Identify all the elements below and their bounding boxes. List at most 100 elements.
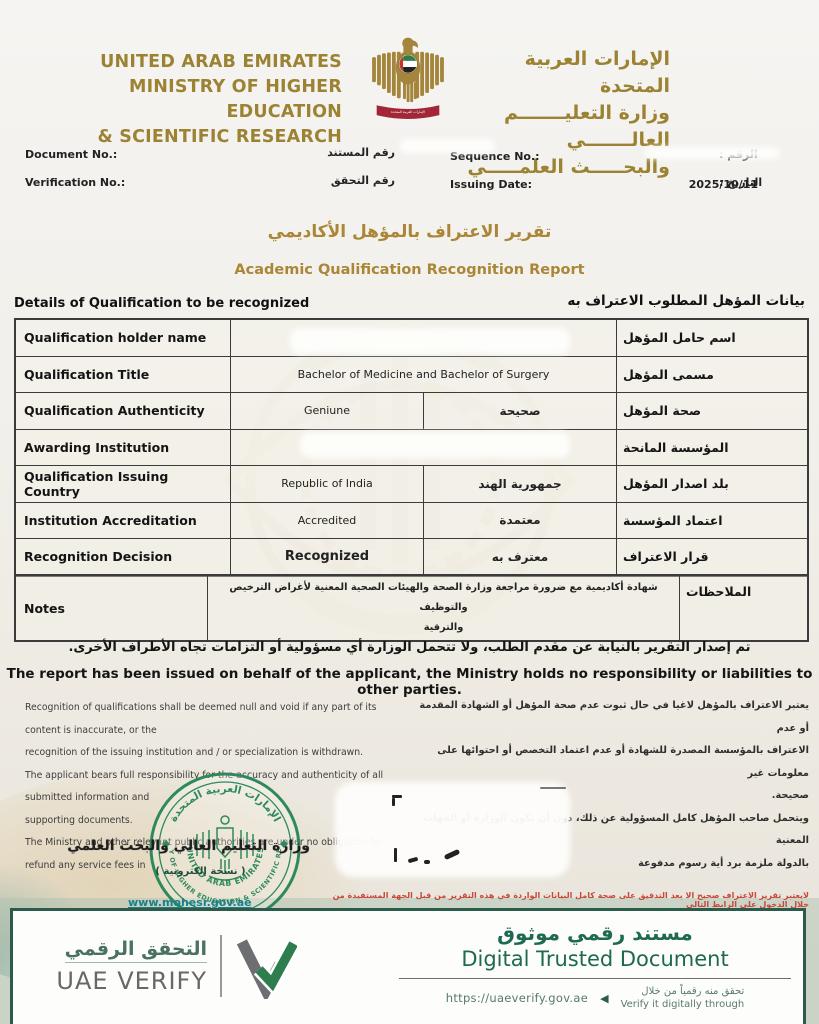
digital-trusted-document: مستند رقمي موثوق Digital Trusted Documen… <box>399 921 791 1011</box>
notes-line2: والترقية <box>423 622 464 633</box>
redaction-smudge <box>645 147 780 159</box>
signature-mark <box>540 787 566 789</box>
row-value: Bachelor of Medicine and Bachelor of Sur… <box>230 356 616 392</box>
qualification-table: Qualification holder name اسم حامل المؤه… <box>14 318 809 577</box>
uae-verify-footer: التحقق الرقمي UAE VERIFY مستند رقمي موثو… <box>10 908 806 1024</box>
footer-separator-line <box>399 978 791 979</box>
notes-line1: شهادة أكاديمية مع ضرورة مراجعة وزارة الص… <box>229 582 658 613</box>
row-value-ar: جمهورية الهند <box>423 466 616 502</box>
disclaimer-arabic: تم إصدار التقرير بالنيابة عن مقدم الطلب،… <box>68 640 751 655</box>
report-title-arabic: تقرير الاعتراف بالمؤهل الأكاديمي <box>267 222 552 242</box>
ministry-ar-line1: الإمارات العربية المتحدة <box>524 48 670 97</box>
verification-note-arabic: لايعتبر تقرير الاعتراف صحيح الا بعد التد… <box>332 891 809 909</box>
table-row: Qualification Authenticity Geniune صحيحة… <box>16 392 807 429</box>
table-row: Awarding Institution المؤسسة المانحة <box>16 428 807 465</box>
notes-label-ar: الملاحظات <box>679 576 807 640</box>
terms-en-line: Recognition of qualifications shall be d… <box>25 702 377 736</box>
row-value-ar: صحيحة <box>423 393 616 429</box>
row-value-en: Recognized <box>230 539 423 575</box>
uae-verify-label-english: UAE VERIFY <box>56 966 207 995</box>
notes-row: Notes شهادة أكاديمية مع ضرورة مراجعة وزا… <box>16 576 807 640</box>
row-value <box>230 320 616 356</box>
signature-mark <box>392 795 402 798</box>
terms-ar-line: الاعتراف بالمؤسسة المصدرة للشهادة أو عدم… <box>437 745 809 779</box>
sequence-no-label-en: Sequence No.: <box>450 150 540 163</box>
stamp-ministry-text: وزارة التعليم العالي والبحث العلمي <box>67 838 310 854</box>
issuing-date-label-ar: التاريخ : <box>719 176 763 189</box>
row-label-ar: اعتماد المؤسسة <box>616 502 807 538</box>
redaction-smudge <box>290 328 570 354</box>
table-row: Qualification holder name اسم حامل المؤه… <box>16 320 807 356</box>
notes-label-en: Notes <box>24 600 65 616</box>
ministry-name-english: UNITED ARAB EMIRATES MINISTRY OF HIGHER … <box>30 50 342 150</box>
row-value-ar: معترف به <box>423 539 616 575</box>
stamp-diamond-left <box>162 840 170 848</box>
row-label-ar: المؤسسة المانحة <box>616 429 807 465</box>
ministry-ar-line3: والبحـــــث العلمـــــي <box>467 156 670 178</box>
row-label-ar: صحة المؤهل <box>616 393 807 429</box>
ministry-en-line2: MINISTRY OF HIGHER EDUCATION <box>128 77 342 122</box>
ministry-website-link: www.mohesr.gov.ae <box>128 896 252 909</box>
row-label-en: Recognition Decision <box>24 549 173 565</box>
row-value-en: Republic of India <box>230 466 423 502</box>
verification-no-label-en: Verification No.: <box>25 176 126 189</box>
row-label-ar: اسم حامل المؤهل <box>616 320 807 356</box>
issuing-date-label-en: Issuing Date: <box>450 178 532 191</box>
verify-through-row: https://uaeverify.gov.ae ◀ تحقق منه رقمي… <box>446 985 744 1011</box>
row-label-en: Qualification Title <box>24 366 150 382</box>
section-heading-english: Details of Qualification to be recognize… <box>14 296 310 311</box>
table-row: Qualification Issuing Country Republic o… <box>16 465 807 502</box>
ministry-round-stamp: الإمارات العربية المتحدة MINISTRY OF HIG… <box>149 772 301 924</box>
row-label-ar: قرار الاعتراف <box>616 539 807 575</box>
ministry-name-arabic: الإمارات العربية المتحدة وزارة التعليـــ… <box>455 46 670 181</box>
row-label-en: Qualification holder name <box>24 330 207 346</box>
terms-en-line: supporting documents. <box>25 814 133 826</box>
row-value-ar: معتمدة <box>423 502 616 538</box>
row-value <box>230 429 616 465</box>
row-label-ar: مسمى المؤهل <box>616 356 807 392</box>
table-row: Qualification Title Bachelor of Medicine… <box>16 355 807 392</box>
signature-mark <box>394 848 397 862</box>
redaction-smudge-signature <box>335 782 570 877</box>
trusted-document-arabic: مستند رقمي موثوق <box>497 921 693 945</box>
row-label-en: Qualification Issuing Country <box>24 468 169 499</box>
row-value-en: Accredited <box>230 502 423 538</box>
row-label-en: Qualification Authenticity <box>24 403 205 419</box>
emblem-banner-text: الإمارات العربية المتحدة <box>391 110 425 115</box>
terms-arabic: يعتبر الاعتراف بالمؤهل لاغيا في حال ثبوت… <box>417 695 809 875</box>
table-row: Recognition Decision Recognized معترف به… <box>16 538 807 575</box>
verify-through-english: Verify it digitally through <box>620 999 745 1010</box>
disclaimer-english: The report has been issued on behalf of … <box>6 666 813 698</box>
footer-divider <box>220 935 222 997</box>
notes-value: شهادة أكاديمية مع ضرورة مراجعة وزارة الص… <box>207 576 679 640</box>
terms-ar-line: يعتبر الاعتراف بالمؤهل لاغيا في حال ثبوت… <box>419 700 809 734</box>
stamp-electronic-copy-text: ( نسخة إلكترونية ) <box>155 866 246 877</box>
row-label-en: Awarding Institution <box>24 439 170 455</box>
uae-falcon-emblem: الإمارات العربية المتحدة <box>372 37 444 119</box>
terms-ar-line: صحيحة. <box>771 790 809 801</box>
uaeverify-url: https://uaeverify.gov.ae <box>445 991 589 1005</box>
ministry-ar-line2: وزارة التعليـــــــم العالـــــــي <box>503 102 670 151</box>
trusted-document-english: Digital Trusted Document <box>461 947 729 971</box>
section-heading-arabic: بيانات المؤهل المطلوب الاعتراف به <box>567 293 805 309</box>
left-arrow-icon: ◀ <box>600 991 609 1005</box>
row-value-en: Geniune <box>230 393 423 429</box>
verify-through-arabic: تحقق منه رقمياً من خلال <box>641 986 745 997</box>
signature-mark <box>424 860 430 864</box>
stamp-diamond-right <box>280 840 288 848</box>
stamp-falcon-outline <box>196 815 254 881</box>
verification-no-label-ar: رقم التحقق <box>330 174 395 187</box>
issuing-date-value: 2025/10/11 <box>688 178 758 191</box>
uae-verify-logo-icon <box>236 939 297 999</box>
notes-table: Notes شهادة أكاديمية مع ضرورة مراجعة وزا… <box>14 574 809 642</box>
row-label-ar: بلد اصدار المؤهل <box>616 466 807 502</box>
document-no-label-en: Document No.: <box>25 148 118 161</box>
redaction-smudge <box>300 432 570 458</box>
terms-ar-line: بالدولة ملزمة برد أية رسوم مدفوعة <box>638 857 809 869</box>
ministry-en-line3: & SCIENTIFIC RESEARCH <box>97 127 342 147</box>
ministry-en-line1: UNITED ARAB EMIRATES <box>100 52 342 72</box>
uae-verify-label-arabic: التحقق الرقمي <box>64 938 207 963</box>
row-label-en: Institution Accreditation <box>24 512 197 528</box>
redaction-smudge <box>400 139 495 153</box>
